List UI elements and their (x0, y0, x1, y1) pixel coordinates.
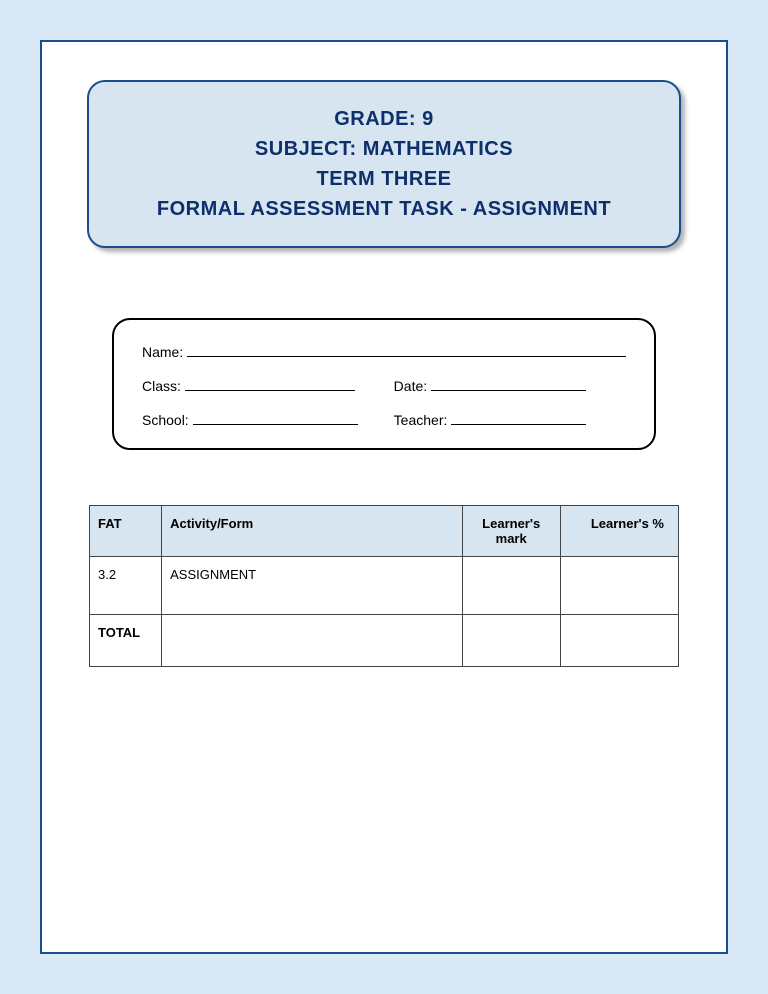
cell-total-mark (462, 615, 560, 667)
student-info-box: Name: Class: Date: School: Teacher: (112, 318, 656, 450)
teacher-blank (451, 424, 586, 425)
cell-percent (560, 557, 678, 615)
col-activity-header: Activity/Form (162, 506, 463, 557)
title-grade: GRADE: 9 (109, 104, 659, 134)
info-row-name: Name: (142, 344, 626, 360)
name-label: Name: (142, 344, 183, 360)
title-term: TERM THREE (109, 164, 659, 194)
cell-mark (462, 557, 560, 615)
assessment-table-wrap: FAT Activity/Form Learner's mark Learner… (89, 505, 679, 667)
name-blank (187, 356, 626, 357)
assessment-table: FAT Activity/Form Learner's mark Learner… (89, 505, 679, 667)
date-label: Date: (394, 378, 427, 394)
table-row: 3.2 ASSIGNMENT (90, 557, 679, 615)
cell-fat: 3.2 (90, 557, 162, 615)
title-task: FORMAL ASSESSMENT TASK - ASSIGNMENT (109, 194, 659, 224)
info-row-school-teacher: School: Teacher: (142, 412, 626, 428)
table-total-row: TOTAL (90, 615, 679, 667)
school-label: School: (142, 412, 189, 428)
cell-total-percent (560, 615, 678, 667)
info-row-class-date: Class: Date: (142, 378, 626, 394)
teacher-label: Teacher: (394, 412, 448, 428)
date-blank (431, 390, 586, 391)
title-subject: SUBJECT: MATHEMATICS (109, 134, 659, 164)
col-percent-header: Learner's % (560, 506, 678, 557)
cell-activity: ASSIGNMENT (162, 557, 463, 615)
class-label: Class: (142, 378, 181, 394)
col-fat-header: FAT (90, 506, 162, 557)
school-blank (193, 424, 358, 425)
cell-total-activity (162, 615, 463, 667)
document-page: GRADE: 9 SUBJECT: MATHEMATICS TERM THREE… (40, 40, 728, 954)
cell-total-label: TOTAL (90, 615, 162, 667)
title-box: GRADE: 9 SUBJECT: MATHEMATICS TERM THREE… (87, 80, 681, 248)
class-blank (185, 390, 355, 391)
table-header-row: FAT Activity/Form Learner's mark Learner… (90, 506, 679, 557)
col-mark-header: Learner's mark (462, 506, 560, 557)
